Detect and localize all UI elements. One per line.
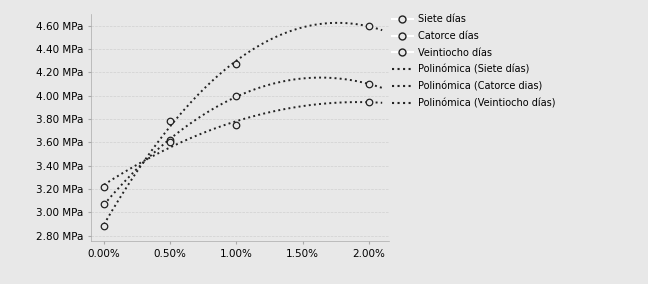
Point bbox=[165, 140, 176, 145]
Point bbox=[364, 99, 374, 104]
Legend: Siete días, Catorce días, Veintiocho días, Polinómica (Siete días), Polinómica (: Siete días, Catorce días, Veintiocho día… bbox=[392, 14, 555, 108]
Point bbox=[231, 62, 242, 66]
Point bbox=[165, 119, 176, 124]
Point bbox=[98, 184, 109, 189]
Point bbox=[98, 224, 109, 229]
Point bbox=[98, 202, 109, 206]
Point bbox=[364, 24, 374, 28]
Point bbox=[231, 123, 242, 127]
Point bbox=[231, 93, 242, 98]
Point bbox=[364, 82, 374, 86]
Point bbox=[165, 138, 176, 142]
